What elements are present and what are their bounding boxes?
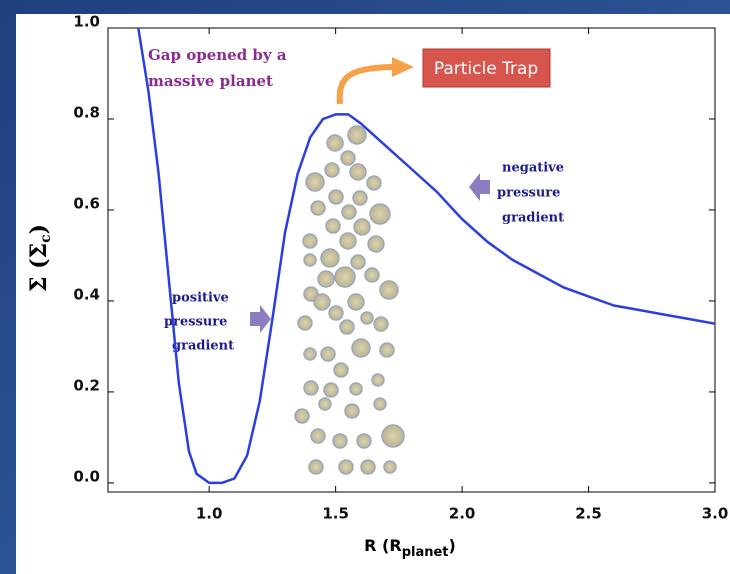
y-axis-label: Σ (Σc) xyxy=(26,224,54,292)
particle xyxy=(339,319,355,335)
x-tick-label: 3.0 xyxy=(702,505,729,523)
particles xyxy=(294,125,405,475)
particle xyxy=(367,235,385,253)
particle xyxy=(383,460,397,474)
gap-annotation: Gap opened by a xyxy=(148,46,287,64)
particle xyxy=(332,433,348,449)
particle xyxy=(333,362,349,378)
left-annotation: positive xyxy=(172,291,229,306)
particle xyxy=(360,311,374,325)
particle xyxy=(303,380,319,396)
particle xyxy=(349,163,367,181)
particle xyxy=(373,397,387,411)
particle xyxy=(379,280,399,300)
particle xyxy=(341,204,357,220)
particle xyxy=(371,373,385,387)
y-tick-label: 0.8 xyxy=(73,103,100,121)
particle xyxy=(310,428,326,444)
left-arrow xyxy=(250,305,271,333)
particle xyxy=(369,203,391,225)
y-tick-label: 1.0 xyxy=(73,13,100,31)
left-annotation: pressure xyxy=(164,315,227,330)
particle xyxy=(366,175,382,191)
trap-label: Particle Trap xyxy=(434,59,538,79)
particle xyxy=(318,397,332,411)
particle xyxy=(360,459,376,475)
particle xyxy=(308,459,324,475)
y-tick-label: 0.6 xyxy=(73,194,100,212)
particle xyxy=(328,189,344,205)
particle xyxy=(320,248,340,268)
particle xyxy=(320,346,336,362)
particle xyxy=(302,233,318,249)
gap-annotation: massive planet xyxy=(148,72,273,90)
particle xyxy=(347,293,365,311)
particle xyxy=(313,293,331,311)
particle xyxy=(339,232,357,250)
right-arrow xyxy=(469,173,490,201)
particle xyxy=(324,162,340,178)
left-annotation: gradient xyxy=(172,339,234,354)
x-tick-label: 2.5 xyxy=(575,505,602,523)
y-tick-label: 0.4 xyxy=(73,285,100,303)
particle xyxy=(364,267,380,283)
particle xyxy=(303,347,317,361)
particle xyxy=(297,315,313,331)
series-line xyxy=(137,27,716,485)
x-axis-label: R (Rplanet) xyxy=(364,536,456,560)
particle xyxy=(310,200,326,216)
particle xyxy=(356,433,372,449)
particle xyxy=(373,316,389,332)
trap-arrowhead xyxy=(392,57,414,77)
particle xyxy=(351,338,371,358)
particle xyxy=(305,172,325,192)
right-annotation: negative xyxy=(502,161,564,176)
particle xyxy=(325,218,341,234)
x-tick-label: 1.0 xyxy=(196,505,223,523)
panel xyxy=(16,14,730,574)
y-tick-label: 0.2 xyxy=(73,376,100,394)
particle xyxy=(381,424,405,448)
particle xyxy=(353,218,371,236)
particle xyxy=(340,150,356,166)
y-tick-label: 0.0 xyxy=(73,467,100,485)
particle xyxy=(326,134,344,152)
particle xyxy=(334,266,356,288)
particle xyxy=(347,125,367,145)
particle xyxy=(349,382,363,396)
particle xyxy=(338,459,354,475)
x-tick-label: 1.5 xyxy=(322,505,349,523)
particle xyxy=(317,270,335,288)
trap-box xyxy=(422,48,551,88)
trap-arrow xyxy=(336,64,396,105)
particle xyxy=(328,305,344,321)
particle xyxy=(294,408,310,424)
x-tick-label: 2.0 xyxy=(449,505,476,523)
particle xyxy=(379,342,395,358)
right-annotation: gradient xyxy=(502,211,564,226)
particle xyxy=(323,382,339,398)
particle xyxy=(303,253,317,267)
particle xyxy=(350,254,366,270)
particle xyxy=(344,403,360,419)
particle xyxy=(352,190,368,206)
axes-frame xyxy=(107,27,716,493)
right-annotation: pressure xyxy=(497,186,560,201)
